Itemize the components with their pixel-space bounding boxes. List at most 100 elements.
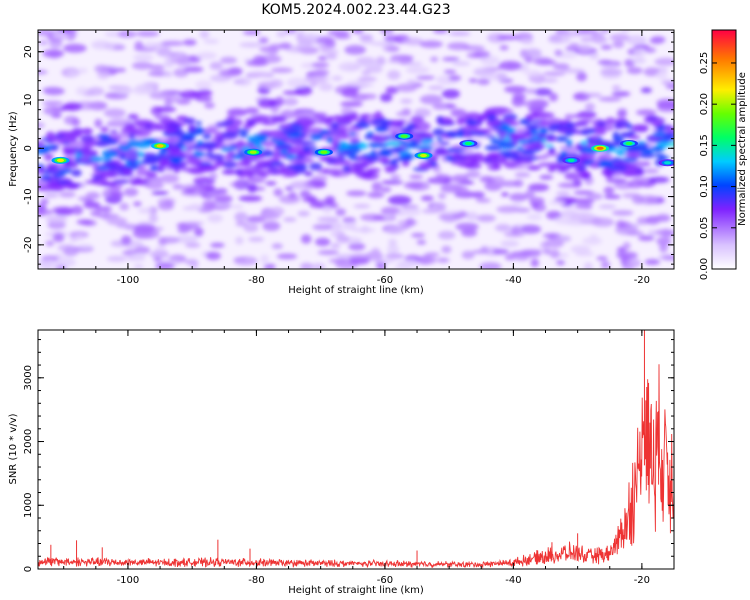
x-tick-label: -40 <box>505 575 521 586</box>
heatmap-cell <box>519 250 541 258</box>
heatmap-cell <box>501 192 509 197</box>
heatmap-ridge-cell <box>304 171 313 177</box>
heatmap-ridge-cell <box>384 141 398 146</box>
heatmap-cell <box>554 216 575 225</box>
heatmap-ridge-cell <box>443 130 458 136</box>
heatmap-cell <box>350 82 375 88</box>
heatmap-cell <box>419 94 443 105</box>
heatmap-ridge-cell <box>71 169 82 177</box>
heatmap-ridge-cell <box>144 123 153 129</box>
heatmap-ridge-cell <box>326 161 334 165</box>
heatmap-cell <box>182 149 193 156</box>
heatmap-peak <box>664 161 672 165</box>
heatmap-ridge-cell <box>149 166 157 171</box>
heatmap-cell <box>203 184 216 192</box>
heatmap-ridge-cell <box>342 165 351 173</box>
heatmap-ridge-cell <box>625 151 641 158</box>
heatmap-cell <box>421 208 440 214</box>
heatmap-cell <box>513 179 524 188</box>
heatmap-ridge-cell <box>358 143 368 150</box>
heatmap-cell <box>531 202 539 209</box>
heatmap-ridge-cell <box>183 117 196 125</box>
heatmap-cell <box>654 57 674 66</box>
heatmap-cell <box>583 93 603 98</box>
heatmap-cell <box>596 256 608 261</box>
heatmap-cell <box>443 69 457 74</box>
heatmap-cell <box>324 38 336 48</box>
heatmap-cell <box>262 221 281 232</box>
heatmap-ridge-cell <box>509 134 527 140</box>
heatmap-ridge-cell <box>580 140 588 146</box>
heatmap-cell <box>351 228 376 233</box>
heatmap-cell <box>42 86 63 94</box>
heatmap-ridge-cell <box>221 170 235 174</box>
heatmap-ridge-cell <box>296 116 313 125</box>
heatmap-cell <box>388 238 397 247</box>
heatmap-cell <box>657 105 674 113</box>
heatmap-cell <box>214 194 233 204</box>
heatmap-ridge-cell <box>245 171 254 177</box>
heatmap-ridge-cell <box>498 142 516 150</box>
heatmap-cell <box>380 93 393 102</box>
spectrogram-y-axis-label: Frequency (Hz) <box>8 111 19 187</box>
heatmap-cell <box>432 102 447 111</box>
heatmap-cell <box>209 172 218 179</box>
heatmap-ridge-cell <box>635 147 650 152</box>
heatmap-ridge-cell <box>113 179 131 184</box>
heatmap-ridge-cell <box>134 132 151 136</box>
heatmap-ridge-cell <box>476 115 487 122</box>
heatmap-ridge-cell <box>527 119 545 123</box>
heatmap-ridge-cell <box>653 131 667 137</box>
heatmap-cell <box>57 30 78 34</box>
snr-line-layer <box>38 330 674 569</box>
heatmap-cell <box>357 77 378 82</box>
heatmap-cell <box>633 48 646 58</box>
y-tick-label: 1000 <box>23 493 34 518</box>
heatmap-cell <box>258 37 269 44</box>
heatmap-cell <box>476 214 496 222</box>
heatmap-cell <box>55 257 76 268</box>
heatmap-cell <box>317 56 328 61</box>
heatmap-cell <box>45 215 68 223</box>
heatmap-cell <box>185 221 205 226</box>
heatmap-ridge-cell <box>520 149 536 155</box>
heatmap-ridge-cell <box>326 136 333 144</box>
heatmap-cell <box>599 68 623 76</box>
heatmap-cell <box>299 190 311 199</box>
heatmap-cell <box>649 37 664 45</box>
heatmap-cell <box>448 31 471 36</box>
heatmap-cell <box>90 210 102 217</box>
heatmap-cell <box>85 191 101 200</box>
heatmap-ridge-cell <box>590 135 599 141</box>
heatmap-cell <box>245 178 266 183</box>
heatmap-cell <box>385 86 399 94</box>
heatmap-ridge-cell <box>180 133 197 137</box>
heatmap-cell <box>133 54 154 62</box>
heatmap-ridge-cell <box>612 124 628 129</box>
heatmap-cell <box>444 210 460 215</box>
heatmap-cell <box>344 221 357 227</box>
heatmap-cell <box>236 77 252 86</box>
heatmap-cell <box>300 234 312 244</box>
heatmap-cell <box>480 55 500 66</box>
heatmap-ridge-cell <box>62 147 76 152</box>
heatmap-cell <box>230 118 243 126</box>
heatmap-cell <box>195 80 212 90</box>
heatmap-cell <box>600 44 613 50</box>
heatmap-cell <box>341 87 359 98</box>
heatmap-cell <box>312 112 328 118</box>
heatmap-cell <box>511 96 525 107</box>
heatmap-cell <box>260 254 269 264</box>
heatmap-cell <box>597 59 612 65</box>
heatmap-cell <box>230 204 244 209</box>
heatmap-cell <box>525 88 537 94</box>
heatmap-cell <box>66 70 81 77</box>
heatmap-cell <box>342 217 356 224</box>
heatmap-cell <box>259 46 280 53</box>
heatmap-ridge-cell <box>564 131 574 137</box>
heatmap-ridge-cell <box>450 161 469 166</box>
heatmap-cell <box>45 240 55 247</box>
heatmap-cell <box>159 173 180 184</box>
